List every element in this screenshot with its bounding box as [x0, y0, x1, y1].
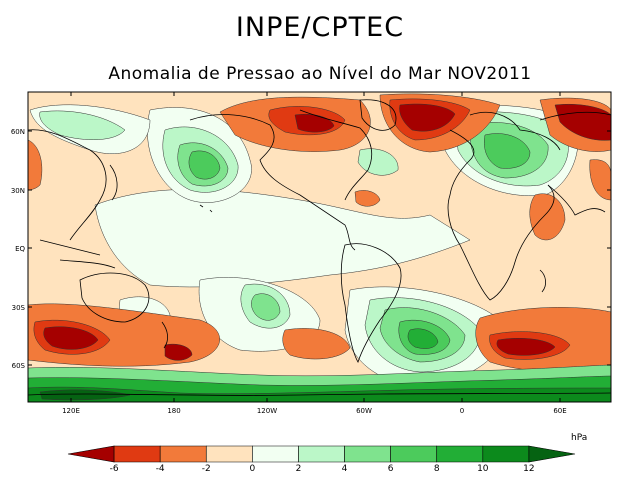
- coast-siberia: [539, 111, 611, 121]
- contour-south-pacific-small-neg: [164, 343, 193, 361]
- contour-south-atlantic-8: [407, 328, 439, 349]
- contour-south-pacific-4: [251, 293, 281, 321]
- coastlines: [28, 99, 611, 396]
- colorbar: -6 -4 -2 0 2 4 6 8 10 12: [67, 445, 576, 474]
- coast-north-america-east: [299, 109, 373, 201]
- colorbar-swatch: [159, 445, 207, 463]
- map-subtitle: Anomalia de Pressao ao Nível do Mar NOV2…: [108, 64, 532, 84]
- colorbar-label: 0: [249, 464, 255, 474]
- contour-south-pacific-neg: [282, 328, 351, 360]
- colorbar-swatch: [113, 445, 161, 463]
- contour-south-indian-east-neg-8: [496, 338, 556, 356]
- colorbar-swatch: [205, 445, 253, 463]
- colorbar-label: -2: [202, 464, 211, 474]
- contour-east-asia-2: [39, 110, 126, 140]
- page-title: INPE/CPTEC: [235, 12, 405, 43]
- lon-tick-label: 180: [167, 407, 180, 415]
- colorbar-label: 4: [342, 464, 348, 474]
- coast-arabia-india: [547, 184, 606, 216]
- coast-antarctica: [28, 392, 611, 396]
- map-field: [28, 92, 611, 402]
- coast-australia: [79, 272, 150, 323]
- contour-north-atlantic-neg-8: [399, 103, 456, 132]
- colorbar-swatch: [528, 445, 576, 463]
- colorbar-swatch: [482, 445, 530, 463]
- colorbar-swatch: [298, 445, 345, 463]
- longitude-axis: 120E 180 120W 60W 0 60E: [62, 92, 567, 415]
- coast-south-america: [340, 243, 402, 363]
- colorbar-label: 6: [388, 464, 394, 474]
- contour-south-indian-neg-8: [43, 326, 99, 350]
- lon-tick-label: 60W: [356, 407, 372, 415]
- coast-east-asia: [28, 129, 107, 241]
- coast-europe: [469, 111, 561, 151]
- lat-tick-label: 30S: [12, 304, 26, 312]
- colorbar-label: 10: [477, 464, 489, 474]
- lon-tick-label: 60E: [553, 407, 566, 415]
- contour-north-pacific-6: [188, 150, 221, 180]
- coast-new-zealand: [161, 321, 168, 349]
- colorbar-label: 12: [523, 464, 534, 474]
- coast-north-america-west: [189, 114, 356, 251]
- coast-africa: [447, 129, 555, 301]
- contour-tropical-pacific: [94, 189, 471, 288]
- legend-unit: hPa: [571, 433, 588, 443]
- colorbar-swatch: [436, 445, 484, 463]
- coast-maritime-continent: [39, 239, 116, 269]
- coast-japan: [109, 164, 118, 201]
- coast-greenland: [359, 99, 397, 131]
- colorbar-label: 2: [296, 464, 302, 474]
- lon-tick-label: 120E: [62, 407, 80, 415]
- lon-tick-label: 120W: [257, 407, 277, 415]
- contour-east-edge-neg: [589, 159, 611, 201]
- contour-europe-6: [484, 133, 531, 169]
- contour-atlantic-small-neg: [354, 190, 381, 207]
- colorbar-swatch: [390, 445, 438, 463]
- contour-indian-ocean-neg: [529, 193, 566, 241]
- colorbar-label: 8: [434, 464, 440, 474]
- coast-pacific-islands: [199, 204, 213, 213]
- contour-north-atlantic-2: [357, 148, 399, 176]
- lat-tick-label: 60S: [12, 362, 26, 370]
- colorbar-swatch: [67, 445, 115, 463]
- lat-tick-label: 30N: [11, 187, 25, 195]
- colorbar-swatch: [252, 445, 299, 463]
- lon-tick-label: 0: [460, 407, 464, 415]
- lat-tick-label: EQ: [15, 245, 25, 253]
- coast-madagascar: [539, 269, 546, 293]
- map-frame: [27, 91, 612, 403]
- lat-tick-label: 60N: [11, 128, 25, 136]
- latitude-axis: 60N 30N EQ 30S 60S: [11, 128, 611, 370]
- colorbar-swatch: [344, 445, 391, 463]
- colorbar-label: -4: [156, 464, 165, 474]
- colorbar-label: -6: [110, 464, 119, 474]
- contour-antarctic-12: [39, 389, 131, 401]
